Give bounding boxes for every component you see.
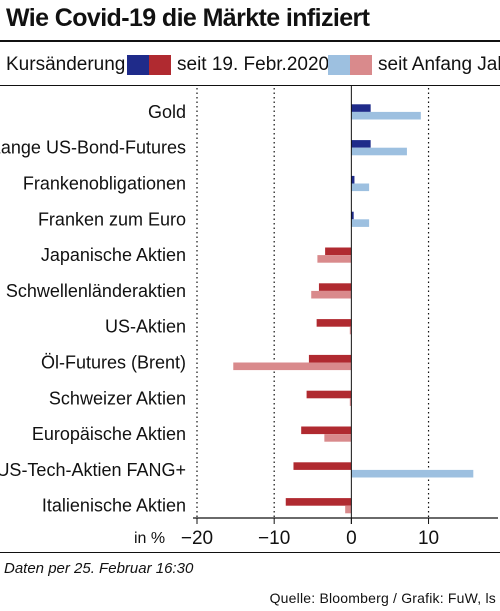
data-note: Daten per 25. Februar 16:30 <box>4 560 194 577</box>
bar-series-1-7 <box>308 354 352 363</box>
category-label-1: Lange US-Bond-Futures <box>0 138 186 158</box>
title-divider <box>0 40 500 42</box>
x-tick-label-1: −10 <box>258 528 290 549</box>
legend-swatch-series-2-negative <box>350 55 372 75</box>
bar-series-2-5 <box>311 290 352 299</box>
bar-series-1-5 <box>318 283 352 291</box>
bar-chart: Gold Lange US-Bond-Futures Frankenobligati… <box>0 86 498 549</box>
chart-title: Wie Covid-19 die Märkte infiziert <box>6 4 370 32</box>
legend-divider <box>0 85 500 86</box>
bar-series-1-10 <box>293 462 352 470</box>
category-label-6: US-Aktien <box>105 317 186 337</box>
bar-series-2-11 <box>345 505 352 514</box>
bar-series-1-1 <box>351 140 371 148</box>
bar-series-1-2 <box>351 175 355 184</box>
category-label-3: Franken zum Euro <box>38 209 186 229</box>
x-tick-label-2: 0 <box>346 528 357 549</box>
category-label-8: Schweizer Aktien <box>49 388 186 408</box>
bar-series-2-8 <box>349 398 352 406</box>
bar-series-1-11 <box>285 498 352 506</box>
bar-series-2-7 <box>233 362 352 371</box>
bar-series-2-9 <box>324 434 352 442</box>
bar-series-1-8 <box>306 390 352 399</box>
category-label-4: Japanische Aktien <box>41 245 186 265</box>
legend-swatch-series-2-positive <box>328 55 350 75</box>
bar-series-2-10 <box>351 469 474 478</box>
legend-swatch-series-1-positive <box>127 55 149 75</box>
bar-series-1-6 <box>316 319 352 327</box>
bar-series-2-1 <box>351 147 407 156</box>
bar-series-2-6 <box>349 326 352 335</box>
category-label-11: Italienische Aktien <box>42 496 186 516</box>
x-tick-label-0: −20 <box>181 528 213 549</box>
x-axis-unit-label: in % <box>134 530 165 547</box>
bar-series-2-3 <box>351 219 370 227</box>
bar-series-2-4 <box>317 255 352 263</box>
x-tick-label-3: 10 <box>418 528 439 549</box>
legend-label-series-2: seit Anfang Jahr <box>378 54 500 75</box>
legend-title: Kursänderung <box>6 54 126 75</box>
source-credit: Quelle: Bloomberg / Grafik: FuW, ls <box>269 590 496 606</box>
bar-series-1-0 <box>351 104 371 112</box>
legend-label-series-1: seit 19. Febr.2020 <box>177 54 330 75</box>
legend-swatch-series-1-negative <box>149 55 171 75</box>
category-label-5: Schwellenländeraktien <box>6 281 186 301</box>
category-label-2: Frankenobligationen <box>23 174 186 194</box>
category-label-0: Gold <box>148 102 186 122</box>
category-label-9: Europäische Aktien <box>32 424 186 444</box>
bar-series-2-2 <box>351 183 370 192</box>
bar-series-1-9 <box>301 426 352 435</box>
bar-series-2-0 <box>351 111 421 120</box>
footer-divider <box>0 552 500 553</box>
bar-series-1-4 <box>325 247 352 256</box>
category-label-10: US-Tech-Aktien FANG+ <box>0 460 186 480</box>
bar-series-1-3 <box>351 211 354 220</box>
legend: Kursänderung seit 19. Febr.2020 seit Anf… <box>0 46 500 82</box>
category-label-7: Öl-Futures (Brent) <box>41 353 186 373</box>
